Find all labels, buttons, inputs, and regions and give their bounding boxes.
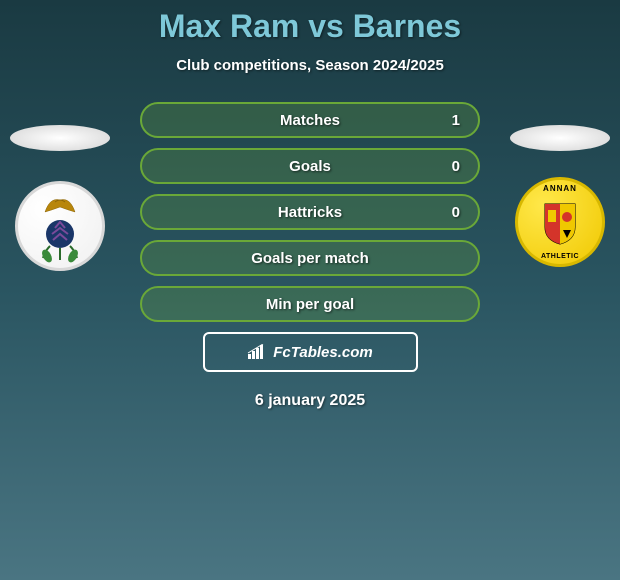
- player-right-oval: [510, 125, 610, 151]
- bar-chart-icon: [247, 344, 267, 360]
- infographic-container: Max Ram vs Barnes Club competitions, Sea…: [0, 0, 620, 410]
- player-left-badge-area: [10, 125, 110, 271]
- stat-goals-per-match: Goals per match: [140, 240, 480, 276]
- stat-min-per-goal: Min per goal: [140, 286, 480, 322]
- stat-value: 1: [452, 112, 460, 129]
- player-right-badge-area: ANNAN ATHLETIC: [510, 125, 610, 267]
- crest-shield-icon: [530, 192, 590, 252]
- stat-label: Min per goal: [266, 296, 354, 313]
- date-label: 6 january 2025: [0, 392, 620, 410]
- crest-bottom-text: ATHLETIC: [518, 253, 602, 260]
- crest-thistle-icon: [35, 216, 85, 264]
- stat-label: Goals per match: [251, 250, 369, 267]
- stat-goals: Goals 0: [140, 148, 480, 184]
- stat-value: 0: [452, 158, 460, 175]
- stat-matches: Matches 1: [140, 102, 480, 138]
- annan-athletic-crest: ANNAN ATHLETIC: [515, 177, 605, 267]
- player-left-oval: [10, 125, 110, 151]
- page-title: Max Ram vs Barnes: [0, 8, 620, 45]
- stats-list: Matches 1 Goals 0 Hattricks 0 Goals per …: [140, 102, 480, 322]
- stat-label: Matches: [280, 112, 340, 129]
- crest-eagle-icon: [40, 192, 80, 217]
- stat-label: Hattricks: [278, 204, 342, 221]
- subtitle: Club competitions, Season 2024/2025: [0, 57, 620, 74]
- stat-hattricks: Hattricks 0: [140, 194, 480, 230]
- fctables-label: FcTables.com: [273, 344, 372, 361]
- inverness-crest: [15, 181, 105, 271]
- fctables-attribution: FcTables.com: [203, 332, 418, 372]
- stat-label: Goals: [289, 158, 331, 175]
- stat-value: 0: [452, 204, 460, 221]
